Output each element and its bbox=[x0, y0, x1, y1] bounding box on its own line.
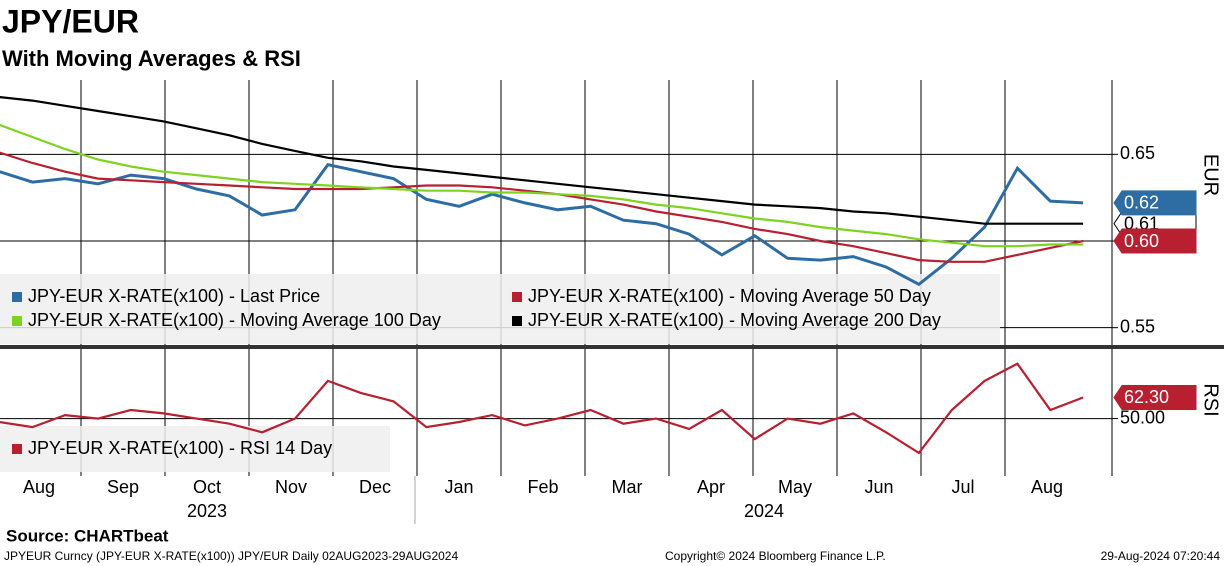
value-tag bbox=[1113, 190, 1197, 216]
legend-background bbox=[0, 274, 1000, 344]
chart-subtitle: With Moving Averages & RSI bbox=[2, 46, 301, 71]
legend-swatch bbox=[12, 292, 22, 302]
x-tick-label: Sep bbox=[107, 477, 139, 497]
y-tick-label: 0.65 bbox=[1120, 143, 1155, 163]
x-tick-label: Feb bbox=[527, 477, 558, 497]
series-line bbox=[0, 362, 1084, 455]
legend-swatch bbox=[12, 444, 22, 454]
panel-divider bbox=[0, 345, 1224, 349]
x-tick-label: Mar bbox=[612, 477, 643, 497]
legend-swatch bbox=[12, 316, 22, 326]
x-tick-label: Oct bbox=[193, 477, 221, 497]
x-tick-label: Aug bbox=[1031, 477, 1063, 497]
x-tick-label: Aug bbox=[23, 477, 55, 497]
x-tick-label: Apr bbox=[697, 477, 725, 497]
x-tick-label: May bbox=[778, 477, 812, 497]
timestamp: 29-Aug-2024 07:20:44 bbox=[1101, 549, 1221, 563]
legend-label: JPY-EUR X-RATE(x100) - Moving Average 50… bbox=[528, 286, 931, 306]
series-line bbox=[0, 96, 1084, 225]
legend-swatch bbox=[512, 292, 522, 302]
axis-label: RSI bbox=[1200, 383, 1222, 416]
copyright: Copyright© 2024 Bloomberg Finance L.P. bbox=[665, 549, 886, 563]
legend-label: JPY-EUR X-RATE(x100) - Last Price bbox=[28, 286, 320, 306]
legend-label: JPY-EUR X-RATE(x100) - RSI 14 Day bbox=[28, 438, 332, 458]
value-tag bbox=[1113, 228, 1197, 254]
axis-label: EUR bbox=[1200, 154, 1222, 196]
chart-title: JPY/EUR bbox=[2, 3, 139, 39]
legend-background bbox=[0, 426, 390, 472]
value-tag bbox=[1113, 384, 1197, 410]
value-tag-label: 62.30 bbox=[1124, 387, 1169, 407]
legend-swatch bbox=[512, 316, 522, 326]
x-tick-label: Dec bbox=[359, 477, 391, 497]
y-tick-label: 50.00 bbox=[1120, 407, 1165, 427]
value-tag-label: 0.62 bbox=[1124, 193, 1159, 213]
value-tag-label: 0.61 bbox=[1124, 213, 1159, 233]
source: Source: CHARTbeat bbox=[6, 526, 169, 545]
year-label: 2024 bbox=[744, 501, 784, 521]
footer-description: JPYEUR Curncy (JPY-EUR X-RATE(x100)) JPY… bbox=[4, 549, 458, 563]
legend-label: JPY-EUR X-RATE(x100) - Moving Average 10… bbox=[28, 310, 441, 330]
x-tick-label: Jun bbox=[864, 477, 893, 497]
x-tick-label: Nov bbox=[275, 477, 307, 497]
series-line bbox=[0, 123, 1084, 248]
year-label: 2023 bbox=[187, 501, 227, 521]
y-tick-label: 0.55 bbox=[1120, 316, 1155, 336]
x-tick-label: Jul bbox=[951, 477, 974, 497]
value-tag-label: 0.60 bbox=[1124, 231, 1159, 251]
legend-label: JPY-EUR X-RATE(x100) - Moving Average 20… bbox=[528, 310, 941, 330]
x-tick-label: Jan bbox=[444, 477, 473, 497]
